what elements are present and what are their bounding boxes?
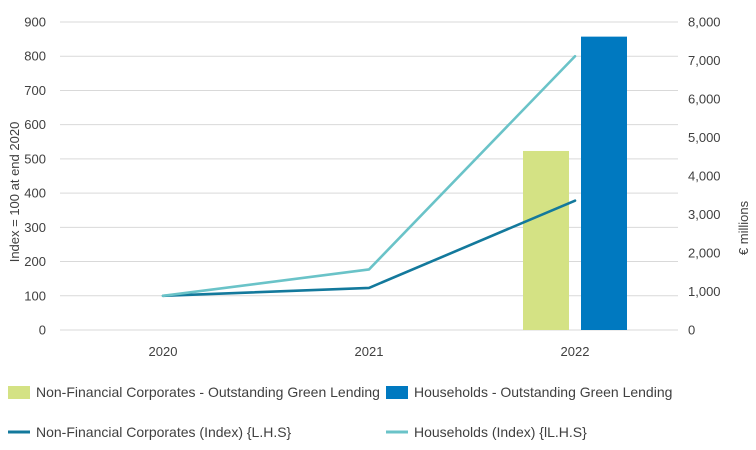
left-tick-label: 600 bbox=[24, 117, 46, 132]
bar-nfc-2022 bbox=[523, 150, 569, 330]
right-tick-label: 3,000 bbox=[688, 207, 721, 222]
line-series bbox=[161, 54, 577, 298]
legend-label-households-green-lending: Households - Outstanding Green Lending bbox=[414, 384, 672, 400]
x-tick-label: 2020 bbox=[149, 344, 178, 359]
right-tick-label: 6,000 bbox=[688, 92, 721, 107]
left-axis-ticks: 0 100 200 300 400 500 600 700 800 900 bbox=[24, 15, 46, 338]
left-tick-label: 400 bbox=[24, 186, 46, 201]
x-tick-label: 2021 bbox=[355, 344, 384, 359]
right-axis-ticks: 0 1,000 2,000 3,000 4,000 5,000 6,000 7,000 8,00… bbox=[688, 15, 721, 338]
left-tick-label: 800 bbox=[24, 49, 46, 64]
legend-swatch-nfc-green-lending bbox=[8, 386, 30, 399]
bar-series bbox=[523, 36, 627, 330]
bar-households-2022 bbox=[581, 36, 627, 330]
legend-label-nfc-green-lending: Non-Financial Corporates - Outstanding G… bbox=[36, 384, 380, 400]
legend-label-households-index: Households (Index) {lL.H.S} bbox=[414, 424, 587, 440]
left-tick-label: 900 bbox=[24, 15, 46, 30]
left-tick-label: 300 bbox=[24, 220, 46, 235]
legend: Non-Financial Corporates - Outstanding G… bbox=[8, 384, 672, 440]
right-tick-label: 7,000 bbox=[688, 53, 721, 68]
right-tick-label: 8,000 bbox=[688, 15, 721, 30]
legend-label-nfc-index: Non-Financial Corporates (Index) {L.H.S} bbox=[36, 424, 292, 440]
left-axis-title: Index = 100 at end 2020 bbox=[7, 122, 22, 263]
left-tick-label: 100 bbox=[24, 288, 46, 303]
left-tick-label: 700 bbox=[24, 83, 46, 98]
left-tick-label: 0 bbox=[39, 323, 46, 338]
x-tick-label: 2022 bbox=[561, 344, 590, 359]
right-tick-label: 1,000 bbox=[688, 284, 721, 299]
right-tick-label: 4,000 bbox=[688, 169, 721, 184]
line-households-index bbox=[161, 54, 577, 298]
line-nfc-index bbox=[161, 199, 577, 298]
right-tick-label: 5,000 bbox=[688, 130, 721, 145]
x-axis-ticks: 2020 2021 2022 bbox=[149, 344, 590, 359]
legend-swatch-households-green-lending bbox=[386, 386, 408, 399]
right-axis-title: € millions bbox=[736, 200, 751, 255]
left-tick-label: 200 bbox=[24, 254, 46, 269]
right-tick-label: 0 bbox=[688, 323, 695, 338]
left-tick-label: 500 bbox=[24, 151, 46, 166]
right-tick-label: 2,000 bbox=[688, 246, 721, 261]
